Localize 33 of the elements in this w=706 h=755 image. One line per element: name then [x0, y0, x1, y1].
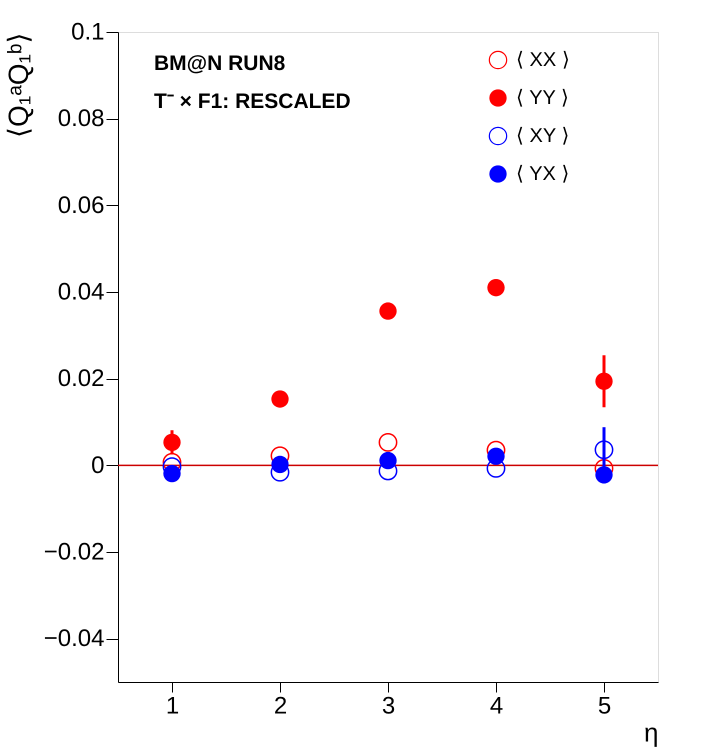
x-tick-label: 3	[382, 692, 396, 720]
x-tick-label: 4	[490, 692, 504, 720]
y-tick-label: −0.04	[44, 625, 104, 652]
point	[271, 390, 289, 408]
y-tick-label: 0.08	[58, 105, 104, 132]
y-axis-title: ⟨Q₁ᵃQ₁ᵇ⟩	[2, 32, 34, 138]
point	[379, 452, 397, 470]
point	[379, 302, 397, 320]
annotation: BM@N RUN8	[154, 52, 286, 75]
point	[163, 464, 181, 482]
annotation: T⁻ × F1: RESCALED	[154, 90, 351, 113]
point	[595, 372, 613, 390]
point	[271, 456, 289, 474]
legend-label: ⟨ XX ⟩	[516, 49, 570, 71]
y-tick-label: 0.1	[71, 18, 104, 46]
point	[594, 440, 614, 460]
x-tick-label: 5	[598, 692, 612, 720]
x-axis-title: η	[644, 718, 658, 748]
x-tick-label: 2	[274, 692, 288, 720]
y-tick-label: 0	[91, 452, 104, 479]
point	[378, 432, 398, 452]
point	[487, 448, 505, 465]
x-tick-label: 1	[166, 692, 180, 720]
point	[595, 466, 613, 484]
y-tick-label: −0.02	[44, 538, 104, 566]
legend-label: ⟨ XY ⟩	[516, 125, 570, 147]
legend-label: ⟨ YY ⟩	[516, 87, 570, 109]
point	[487, 279, 505, 296]
legend-label: ⟨ YX ⟩	[516, 163, 570, 185]
y-tick-label: 0.06	[58, 192, 104, 219]
y-tick-label: 0.04	[58, 278, 104, 306]
point	[163, 434, 181, 452]
y-tick-label: 0.02	[58, 365, 104, 392]
